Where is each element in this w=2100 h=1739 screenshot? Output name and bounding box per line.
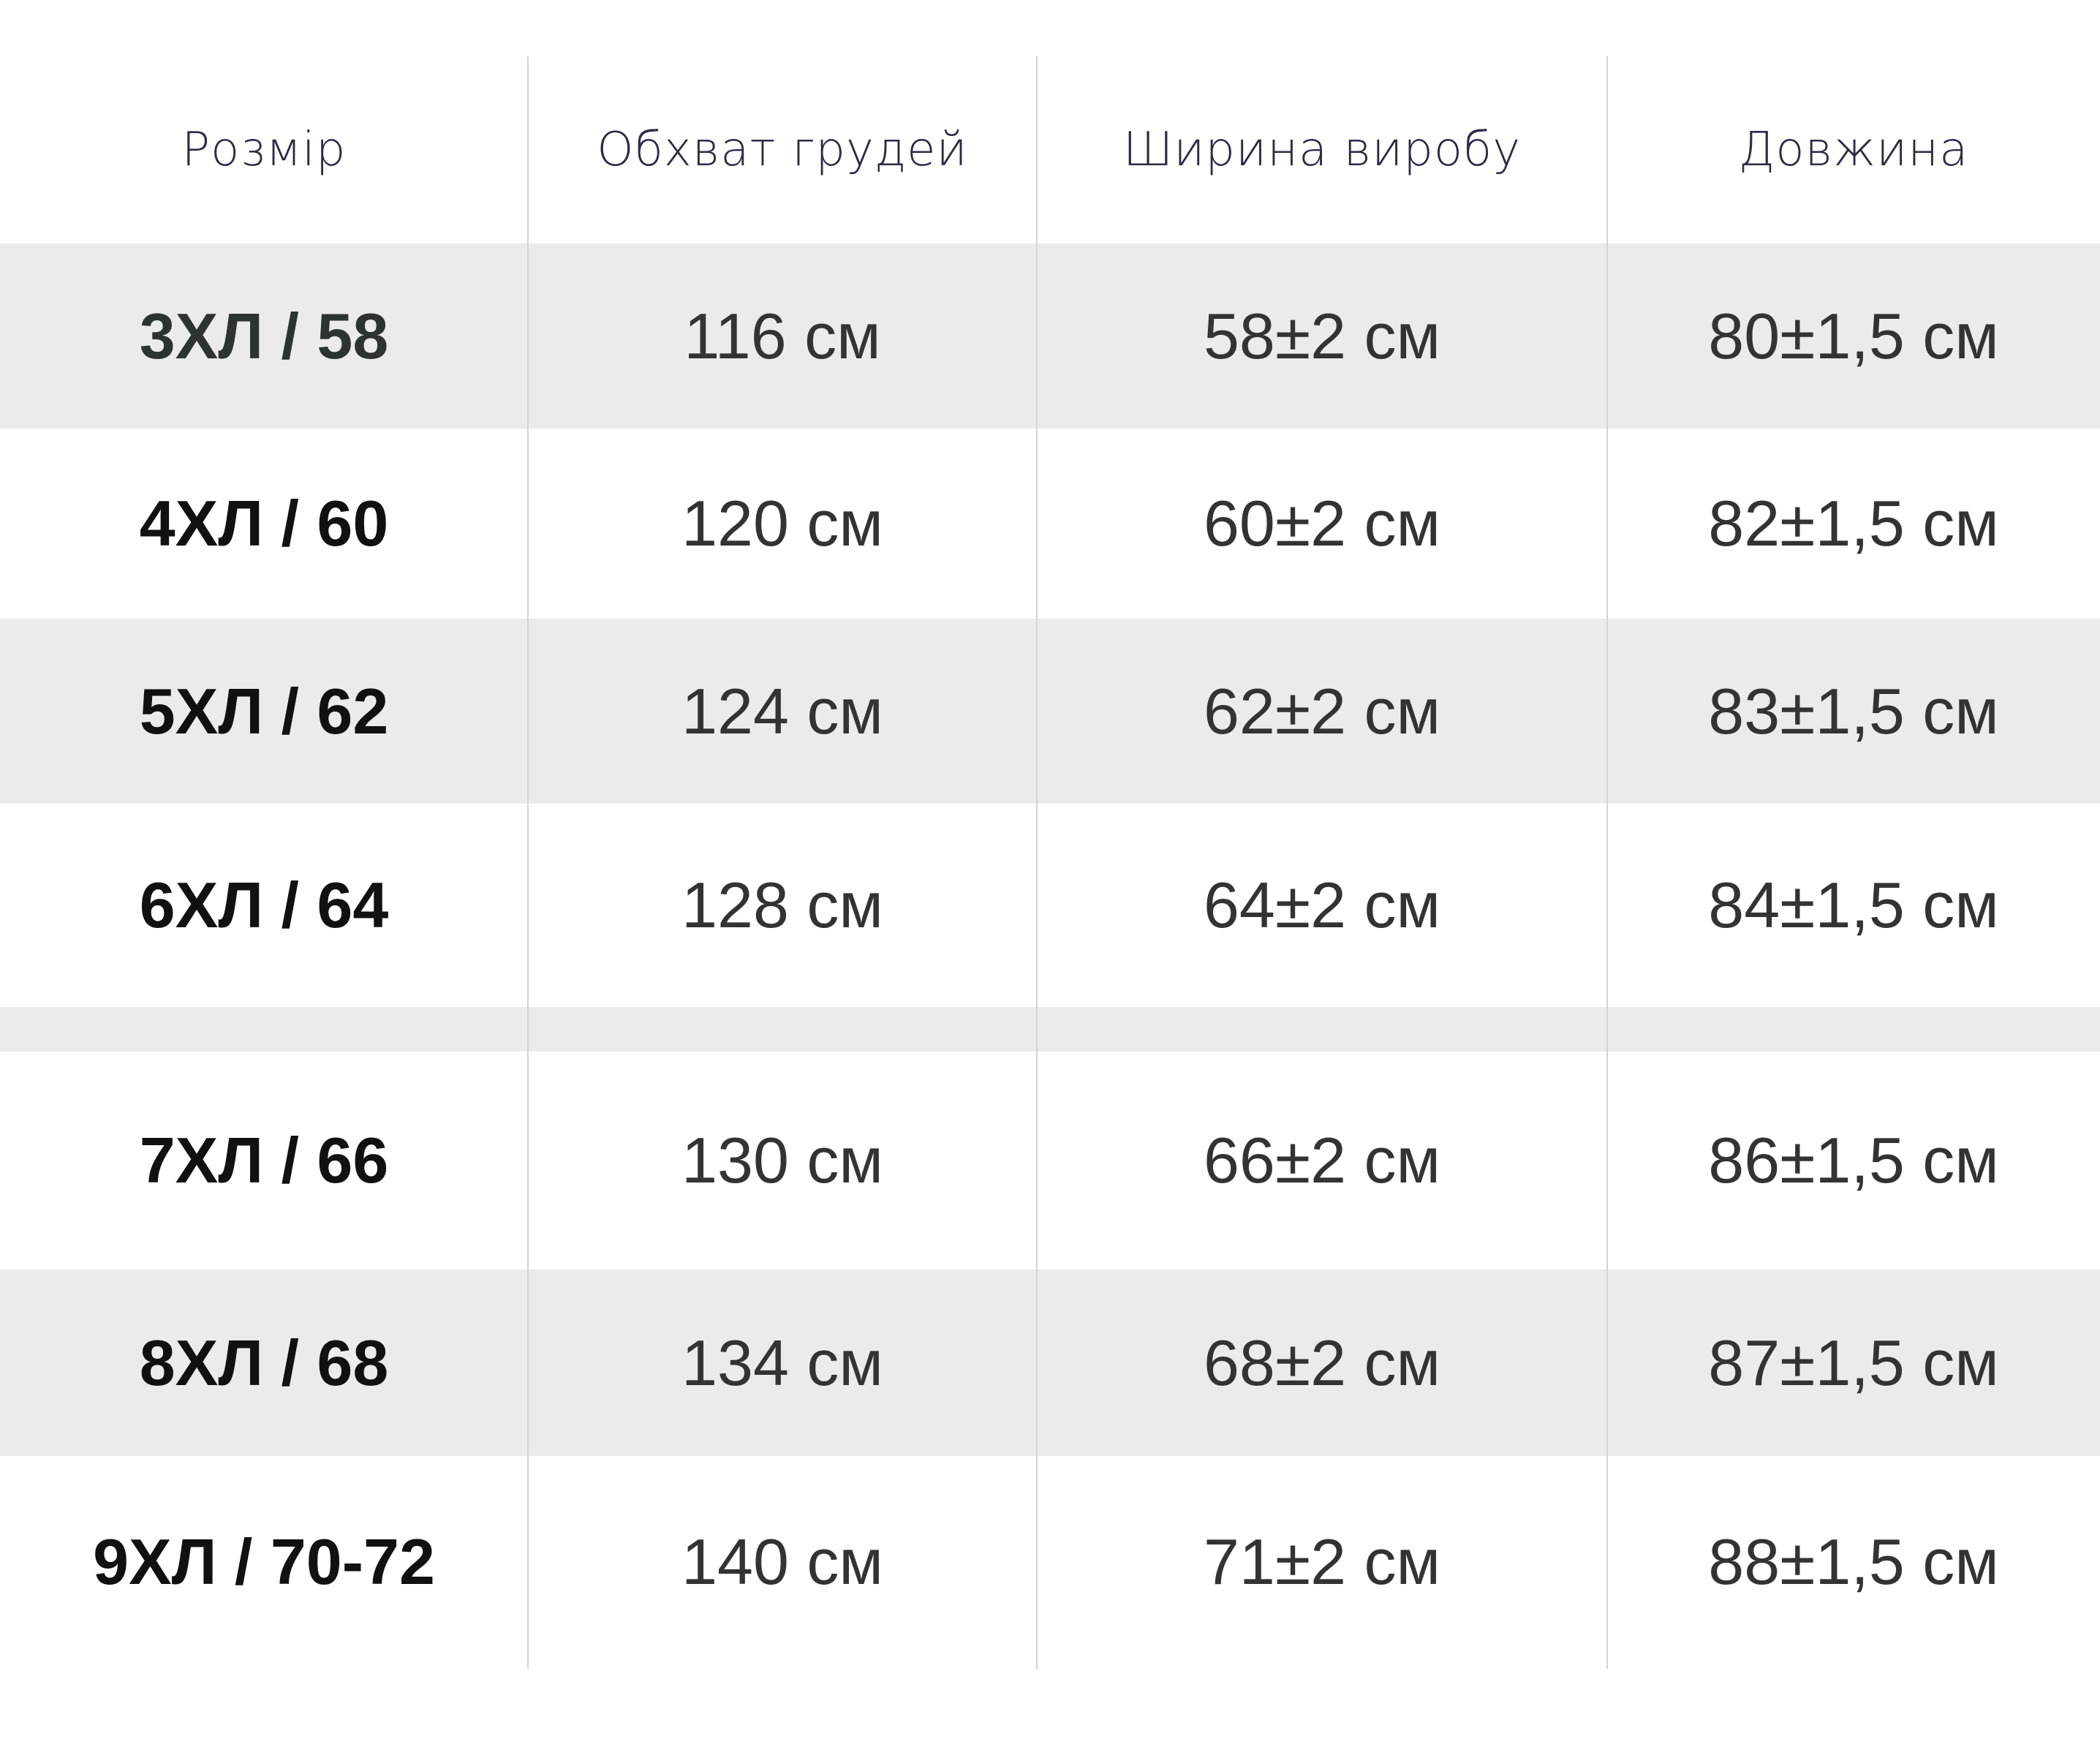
header-size: Розмір bbox=[181, 123, 347, 177]
cell-chest: 140 см bbox=[681, 1525, 883, 1598]
table-row: 5ХЛ / 62 124 см 62±2 см 83±1,5 см bbox=[0, 619, 2100, 804]
table-row: 7ХЛ / 66 130 см 66±2 см 86±1,5 см bbox=[0, 1052, 2100, 1270]
cell-chest: 116 см bbox=[684, 299, 881, 372]
table-row: 6ХЛ / 64 128 см 64±2 см 84±1,5 см bbox=[0, 804, 2100, 1007]
row-band bbox=[0, 619, 2100, 804]
row-band bbox=[0, 1270, 2100, 1456]
cell-size: 8ХЛ / 68 bbox=[139, 1326, 389, 1399]
column-divider bbox=[1036, 56, 1038, 1669]
header-length: Довжина bbox=[1738, 123, 1969, 177]
header-width: Ширина виробу bbox=[1122, 123, 1522, 177]
cell-length: 87±1,5 см bbox=[1708, 1326, 1999, 1399]
cell-length: 83±1,5 см bbox=[1708, 674, 1999, 747]
table-row: 4ХЛ / 60 120 см 60±2 см 82±1,5 см bbox=[0, 429, 2100, 619]
cell-length: 88±1,5 см bbox=[1708, 1525, 1999, 1598]
cell-width: 60±2 см bbox=[1203, 487, 1441, 559]
cell-width: 62±2 см bbox=[1203, 674, 1441, 747]
cell-length: 84±1,5 см bbox=[1708, 869, 1999, 941]
header-chest: Обхват грудей bbox=[597, 123, 968, 177]
table-row: 8ХЛ / 68 134 см 68±2 см 87±1,5 см bbox=[0, 1270, 2100, 1456]
row-band bbox=[0, 1007, 2100, 1052]
cell-chest: 128 см bbox=[681, 869, 883, 941]
cell-length: 80±1,5 см bbox=[1708, 299, 1999, 372]
cell-chest: 120 см bbox=[681, 487, 883, 559]
cell-size: 4ХЛ / 60 bbox=[139, 487, 389, 559]
table-header: Розмір Обхват грудей Ширина виробу Довжи… bbox=[0, 56, 2100, 244]
cell-length: 82±1,5 см bbox=[1708, 487, 1999, 559]
cell-length: 86±1,5 см bbox=[1708, 1124, 1999, 1196]
cell-width: 68±2 см bbox=[1203, 1326, 1441, 1399]
cell-size: 9ХЛ / 70-72 bbox=[93, 1525, 435, 1598]
cell-width: 66±2 см bbox=[1203, 1124, 1441, 1196]
column-divider bbox=[1606, 56, 1608, 1669]
column-divider bbox=[527, 56, 529, 1669]
cell-width: 58±2 см bbox=[1203, 299, 1441, 372]
table-row: 3ХЛ / 58 116 см 58±2 см 80±1,5 см bbox=[0, 244, 2100, 429]
cell-width: 71±2 см bbox=[1203, 1525, 1441, 1598]
cell-chest: 130 см bbox=[681, 1124, 883, 1196]
row-band bbox=[0, 244, 2100, 429]
cell-width: 64±2 см bbox=[1203, 869, 1441, 941]
table-row: 9ХЛ / 70-72 140 см 71±2 см 88±1,5 см bbox=[0, 1456, 2100, 1667]
cell-size: 5ХЛ / 62 bbox=[139, 674, 389, 747]
cell-size: 7ХЛ / 66 bbox=[139, 1124, 389, 1196]
cell-chest: 134 см bbox=[681, 1326, 883, 1399]
cell-size: 6ХЛ / 64 bbox=[139, 869, 389, 941]
cell-chest: 124 см bbox=[681, 674, 883, 747]
cell-size: 3ХЛ / 58 bbox=[139, 299, 389, 372]
